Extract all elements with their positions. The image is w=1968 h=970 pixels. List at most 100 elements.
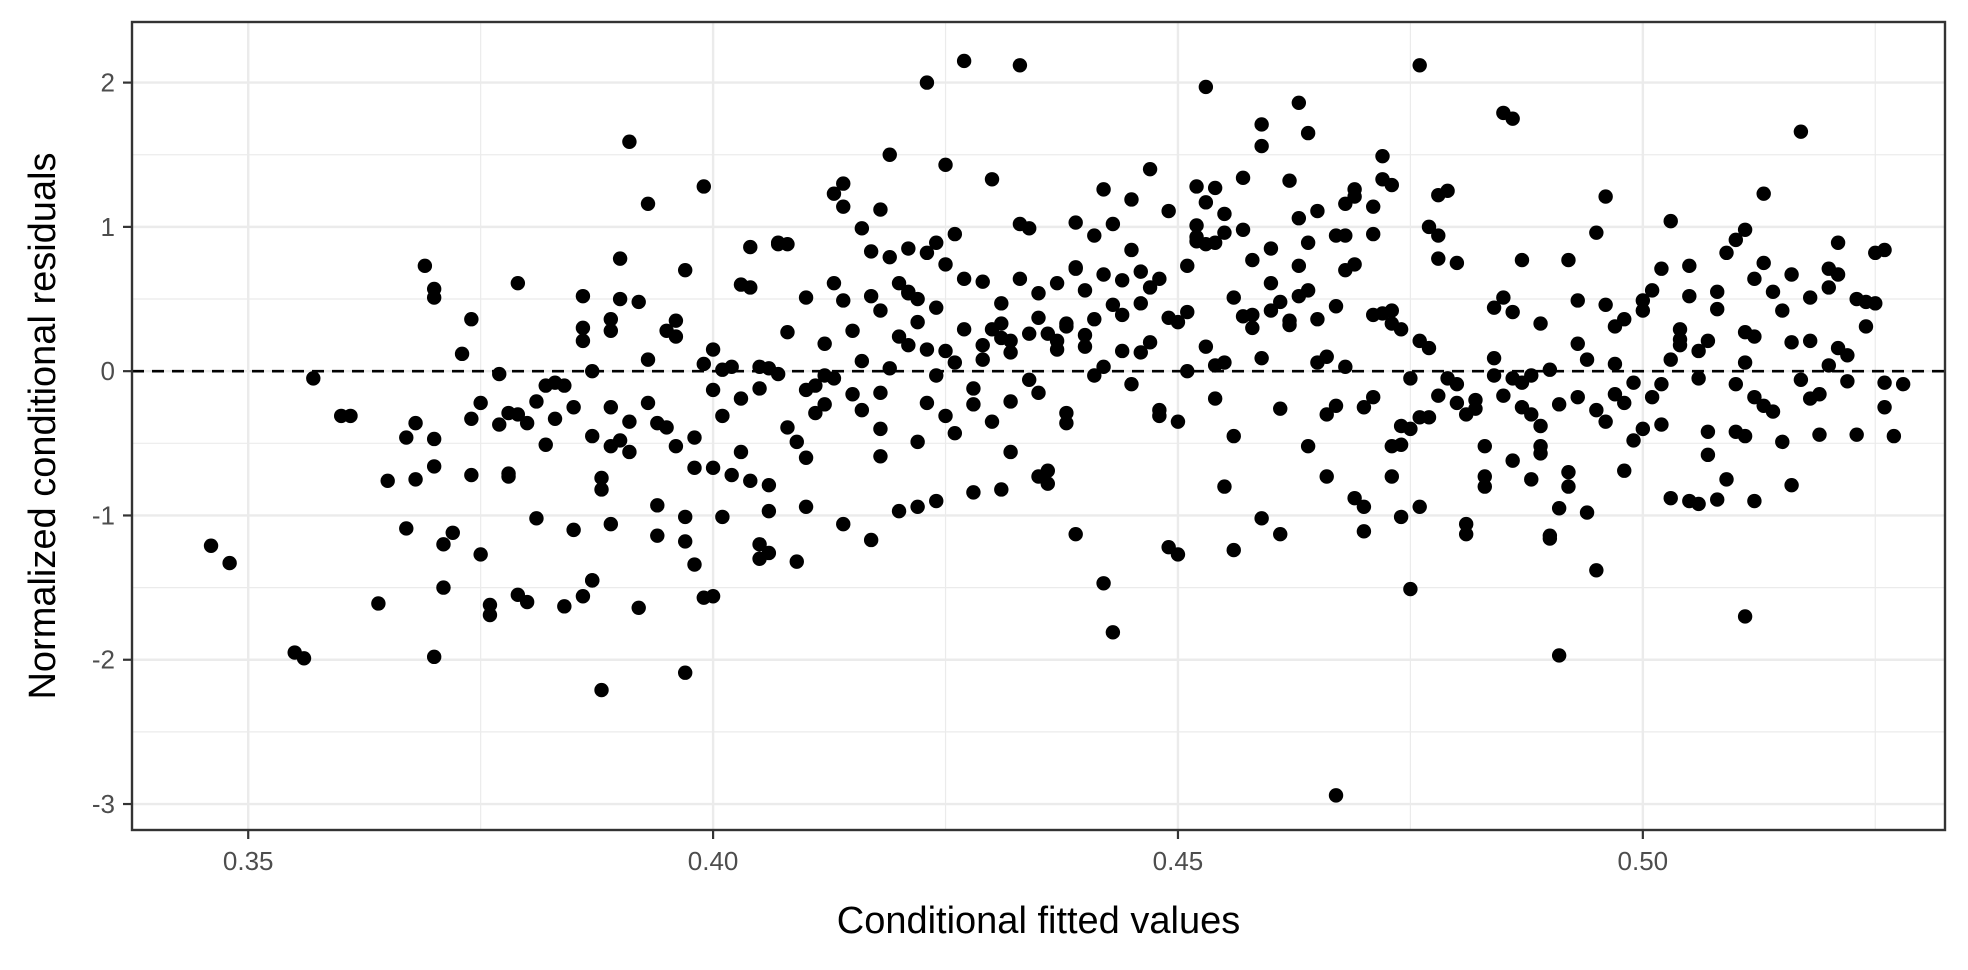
data-point: [1570, 336, 1585, 351]
data-point: [1607, 387, 1623, 402]
data-point: [1217, 479, 1232, 494]
data-point: [1245, 252, 1260, 268]
data-points: [203, 53, 1911, 803]
data-point: [947, 355, 963, 370]
data-point: [547, 411, 563, 426]
data-point: [798, 450, 814, 465]
data-point: [1830, 235, 1846, 250]
data-point: [1505, 304, 1520, 320]
data-point: [408, 472, 423, 487]
data-point: [724, 467, 739, 483]
data-point: [1142, 280, 1158, 295]
data-point: [1012, 271, 1028, 287]
data-point: [1477, 439, 1492, 454]
data-point: [873, 421, 888, 437]
data-point: [519, 594, 535, 610]
data-point: [1403, 371, 1418, 386]
data-point: [1793, 372, 1809, 388]
data-point: [1765, 284, 1781, 300]
data-point: [1421, 219, 1437, 235]
data-point: [492, 366, 507, 382]
data-point: [1710, 284, 1725, 300]
data-point: [585, 363, 600, 379]
data-point: [1114, 343, 1130, 359]
y-tick-label: 2: [101, 68, 115, 98]
data-point: [1458, 527, 1474, 542]
data-point: [919, 245, 935, 261]
data-point: [1747, 271, 1762, 287]
data-point: [1775, 303, 1790, 318]
data-point: [1022, 221, 1037, 236]
data-point: [1263, 275, 1279, 291]
data-point: [845, 323, 860, 338]
data-point: [1300, 235, 1316, 250]
data-point: [1617, 395, 1632, 411]
data-point: [1672, 322, 1688, 337]
data-point: [640, 352, 656, 367]
data-point: [966, 485, 981, 500]
data-point: [929, 493, 944, 509]
data-point: [770, 366, 786, 382]
data-point: [687, 557, 702, 572]
data-point: [557, 378, 572, 393]
data-point: [1700, 424, 1716, 439]
data-point: [826, 371, 842, 386]
data-point: [919, 342, 935, 357]
data-point: [1003, 394, 1018, 409]
data-point: [1393, 437, 1409, 452]
data-point: [1784, 477, 1799, 493]
data-point: [919, 75, 935, 90]
data-point: [1812, 427, 1827, 442]
data-point: [1049, 333, 1065, 349]
data-point: [994, 296, 1009, 311]
data-point: [640, 196, 656, 211]
data-point: [836, 199, 851, 214]
data-point: [715, 509, 730, 525]
data-point: [705, 460, 721, 476]
data-point: [845, 387, 860, 402]
data-point: [1877, 400, 1892, 415]
data-point: [1245, 320, 1260, 336]
data-point: [1765, 404, 1781, 419]
data-point: [1812, 387, 1827, 402]
data-point: [1403, 581, 1418, 597]
data-point: [1217, 355, 1232, 370]
x-tick-label: 0.50: [1618, 846, 1669, 876]
data-point: [566, 400, 581, 415]
data-point: [938, 157, 953, 173]
data-point: [1356, 400, 1372, 415]
data-point: [1710, 301, 1725, 317]
data-point: [1375, 148, 1390, 164]
data-point: [622, 134, 637, 149]
x-axis: 0.35 0.40 0.45 0.50: [223, 830, 1668, 876]
data-point: [1096, 359, 1111, 375]
data-point: [743, 473, 758, 489]
data-point: [863, 288, 879, 304]
data-point: [1682, 258, 1697, 274]
data-point: [1328, 788, 1344, 803]
data-point: [929, 235, 944, 250]
data-point: [966, 397, 981, 412]
y-axis: -3 -2 -1 0 1 2: [92, 68, 132, 819]
data-point: [919, 395, 935, 411]
data-point: [1096, 182, 1111, 197]
data-point: [1068, 260, 1083, 275]
data-point: [575, 320, 591, 336]
data-point: [938, 257, 953, 272]
data-point: [687, 430, 702, 445]
data-point: [956, 271, 972, 287]
data-point: [882, 147, 897, 162]
data-point: [1579, 505, 1595, 520]
y-tick-label: 1: [101, 212, 115, 242]
data-point: [603, 312, 619, 327]
data-point: [1468, 392, 1483, 408]
data-point: [1393, 509, 1409, 525]
data-point: [1579, 352, 1595, 367]
data-point: [426, 290, 442, 305]
data-point: [901, 241, 916, 256]
data-point: [1737, 609, 1753, 624]
data-point: [1087, 228, 1102, 243]
data-point: [631, 294, 646, 310]
